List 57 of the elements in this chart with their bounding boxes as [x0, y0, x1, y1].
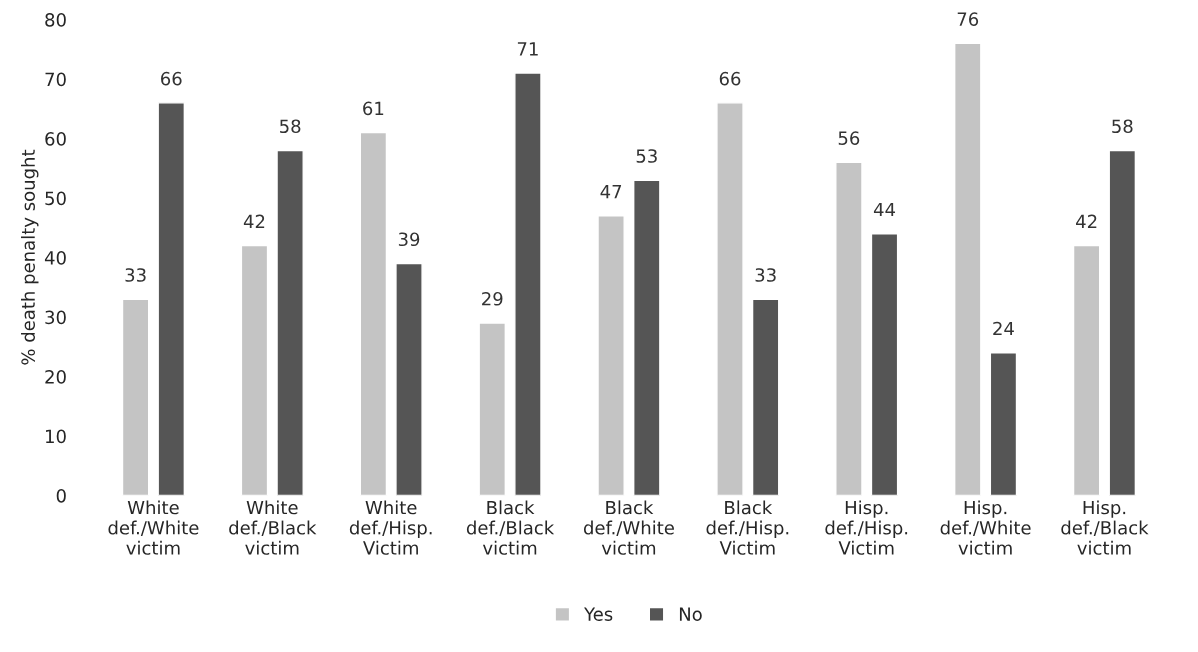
bar [157, 102, 186, 496]
x-tick-label: White def./Black victim [229, 500, 317, 555]
legend-label: No [679, 607, 702, 621]
y-tick-label: 80 [45, 13, 66, 27]
data-label: 66 [719, 71, 741, 86]
x-tick-label: Hisp. def./Black victim [1061, 500, 1149, 555]
bar [953, 42, 982, 496]
data-label: 33 [755, 268, 776, 282]
y-tick-label: 10 [46, 429, 66, 444]
y-tick-label: 0 [56, 488, 66, 503]
data-label: 58 [1112, 119, 1133, 134]
data-label: 71 [517, 42, 538, 56]
data-label: 47 [600, 185, 622, 199]
bar [121, 298, 150, 496]
bar [395, 262, 423, 496]
bar [597, 215, 625, 496]
x-tick-label: White def./Hisp. Victim [349, 500, 432, 555]
data-label: 42 [243, 214, 265, 228]
y-tick-label: 20 [45, 369, 66, 384]
bar [478, 322, 507, 496]
x-tick-label: Black def./Black victim [466, 500, 555, 555]
data-label: 33 [125, 268, 146, 282]
data-label: 58 [280, 119, 301, 134]
bar [989, 352, 1018, 496]
y-tick-label: 50 [45, 191, 66, 206]
bar [359, 131, 388, 496]
x-tick-label: Black def./White victim [583, 500, 674, 555]
bar [1108, 149, 1137, 496]
bar [633, 179, 661, 496]
y-tick-label: 40 [44, 251, 66, 265]
y-tick-label: 30 [45, 310, 66, 325]
bar [751, 298, 780, 496]
data-label: 44 [873, 202, 896, 217]
data-label: 61 [363, 101, 384, 116]
bar [1072, 244, 1101, 496]
x-tick-label: White def./White victim [108, 500, 199, 555]
data-label: 29 [482, 291, 503, 306]
bar [716, 102, 744, 496]
bar [870, 233, 899, 496]
data-label: 24 [993, 321, 1014, 336]
bar [276, 149, 304, 496]
x-tick-label: Hisp. def./Hisp. Victim [825, 500, 908, 555]
bar [835, 161, 863, 496]
y-tick-label: 70 [45, 72, 66, 87]
legend-label: Yes [584, 607, 613, 621]
data-label: 76 [957, 12, 979, 26]
x-tick-label: Hisp. def./White victim [940, 500, 1031, 555]
data-label: 42 [1076, 214, 1097, 228]
y-axis-title: % death penalty sought [21, 149, 39, 365]
data-label: 39 [398, 232, 420, 247]
data-label: 53 [636, 149, 657, 163]
bar [240, 244, 269, 496]
data-label: 66 [161, 71, 182, 86]
bar [514, 72, 542, 496]
y-tick-label: 60 [45, 132, 66, 146]
x-tick-label: Black def./Hisp. Victim [706, 500, 789, 555]
data-label: 56 [838, 131, 860, 145]
